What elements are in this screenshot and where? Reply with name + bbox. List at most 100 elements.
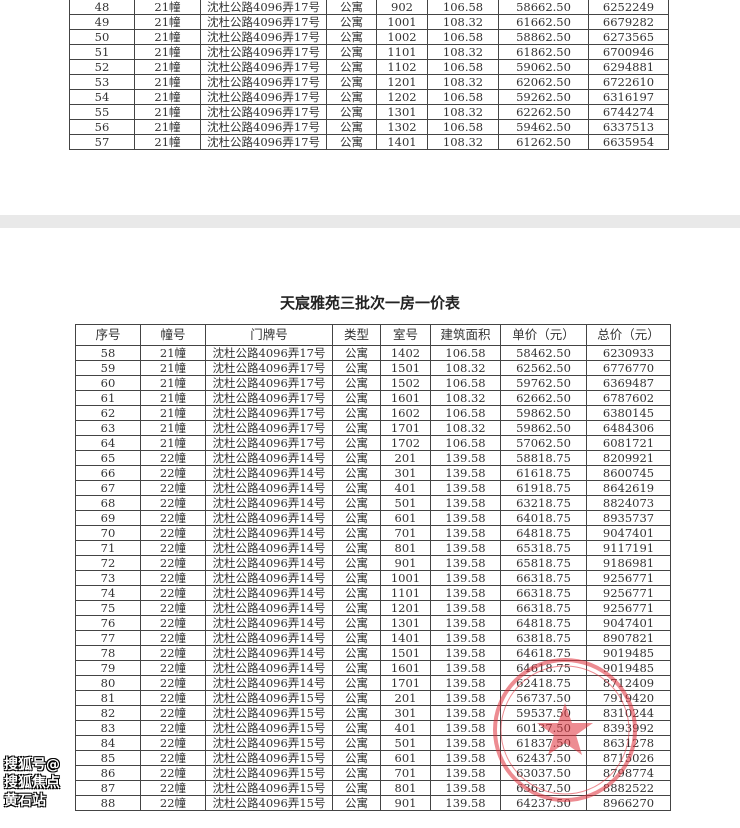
table-cell: 301 bbox=[380, 465, 431, 481]
table-cell: 21幢 bbox=[134, 119, 201, 135]
table-cell: 6679282 bbox=[588, 14, 669, 30]
table-cell: 58818.75 bbox=[500, 450, 587, 466]
table-cell: 公寓 bbox=[326, 0, 377, 15]
table-cell: 6744274 bbox=[588, 104, 669, 120]
table-cell: 201 bbox=[380, 450, 431, 466]
table-cell: 64618.75 bbox=[500, 660, 587, 676]
table-header-row: 序号 幢号 门牌号 类型 室号 建筑面积 单价（元） 总价（元） bbox=[75, 324, 671, 346]
table-cell: 8600745 bbox=[586, 465, 671, 481]
table-cell: 公寓 bbox=[332, 750, 381, 766]
table-cell: 公寓 bbox=[332, 465, 381, 481]
table-cell: 8907821 bbox=[586, 630, 671, 646]
table-cell: 22幢 bbox=[140, 480, 206, 496]
table-row: 58 21幢 沈杜公路4096弄17号 公寓 1402 106.58 58462.50 623… bbox=[75, 345, 671, 361]
table-row: 67 22幢 沈杜公路4096弄14号 公寓 401 139.58 61918.75 8642… bbox=[75, 480, 671, 496]
table-cell: 沈杜公路4096弄17号 bbox=[200, 44, 327, 60]
table-cell: 86 bbox=[75, 765, 141, 781]
table-cell: 62437.50 bbox=[500, 750, 587, 766]
table-cell: 901 bbox=[380, 795, 431, 811]
table-cell: 21幢 bbox=[140, 405, 206, 421]
table-cell: 22幢 bbox=[140, 540, 206, 556]
table-cell: 106.58 bbox=[430, 345, 501, 361]
table-cell: 108.32 bbox=[427, 44, 499, 60]
table-cell: 8642619 bbox=[586, 480, 671, 496]
table-cell: 公寓 bbox=[332, 510, 381, 526]
table-cell: 22幢 bbox=[140, 555, 206, 571]
table-cell: 57 bbox=[69, 134, 135, 150]
table-cell: 22幢 bbox=[140, 495, 206, 511]
table-cell: 沈杜公路4096弄15号 bbox=[205, 705, 333, 721]
table-row: 77 22幢 沈杜公路4096弄14号 公寓 1401 139.58 63818.75 890… bbox=[75, 630, 671, 646]
table-cell: 1001 bbox=[380, 570, 431, 586]
table-cell: 63818.75 bbox=[500, 630, 587, 646]
table-cell: 139.58 bbox=[430, 510, 501, 526]
table-cell: 83 bbox=[75, 720, 141, 736]
table-cell: 沈杜公路4096弄14号 bbox=[205, 465, 333, 481]
table-cell: 139.58 bbox=[430, 495, 501, 511]
table-row: 56 21幢 沈杜公路4096弄17号 公寓 1302 106.58 59462.50 633… bbox=[69, 119, 669, 135]
table-cell: 1301 bbox=[376, 104, 428, 120]
table-cell: 62418.75 bbox=[500, 675, 587, 691]
table-cell: 公寓 bbox=[332, 675, 381, 691]
table-cell: 公寓 bbox=[332, 390, 381, 406]
table-cell: 139.58 bbox=[430, 540, 501, 556]
table-cell: 1101 bbox=[380, 585, 431, 601]
table-cell: 6787602 bbox=[586, 390, 671, 406]
column-header: 幢号 bbox=[140, 324, 206, 346]
table-cell: 601 bbox=[380, 750, 431, 766]
table-cell: 72 bbox=[75, 555, 141, 571]
table-cell: 22幢 bbox=[140, 795, 206, 811]
table-cell: 1601 bbox=[380, 390, 431, 406]
table-cell: 21幢 bbox=[140, 360, 206, 376]
table-cell: 68 bbox=[75, 495, 141, 511]
table-cell: 63637.50 bbox=[500, 780, 587, 796]
table-cell: 沈杜公路4096弄15号 bbox=[205, 795, 333, 811]
table-cell: 61662.50 bbox=[498, 14, 589, 30]
table-cell: 沈杜公路4096弄15号 bbox=[205, 750, 333, 766]
table-cell: 9256771 bbox=[586, 585, 671, 601]
table-cell: 106.58 bbox=[427, 59, 499, 75]
table-cell: 108.32 bbox=[430, 420, 501, 436]
table-cell: 沈杜公路4096弄17号 bbox=[205, 360, 333, 376]
table-cell: 6776770 bbox=[586, 360, 671, 376]
table-cell: 1202 bbox=[376, 89, 428, 105]
table-row: 59 21幢 沈杜公路4096弄17号 公寓 1501 108.32 62562.50 677… bbox=[75, 360, 671, 376]
table-cell: 139.58 bbox=[430, 735, 501, 751]
table-cell: 108.32 bbox=[427, 104, 499, 120]
table-cell: 9047401 bbox=[586, 615, 671, 631]
table-cell: 公寓 bbox=[326, 74, 377, 90]
table-cell: 65318.75 bbox=[500, 540, 587, 556]
table-cell: 81 bbox=[75, 690, 141, 706]
table-cell: 沈杜公路4096弄14号 bbox=[205, 525, 333, 541]
table-cell: 1201 bbox=[376, 74, 428, 90]
table-row: 66 22幢 沈杜公路4096弄14号 公寓 301 139.58 61618.75 8600… bbox=[75, 465, 671, 481]
table-cell: 51 bbox=[69, 44, 135, 60]
table-cell: 9117191 bbox=[586, 540, 671, 556]
table-cell: 1301 bbox=[380, 615, 431, 631]
table-cell: 1501 bbox=[380, 360, 431, 376]
table-row: 57 21幢 沈杜公路4096弄17号 公寓 1401 108.32 61262.50 663… bbox=[69, 134, 669, 150]
table-cell: 108.32 bbox=[430, 360, 501, 376]
table-cell: 1501 bbox=[380, 645, 431, 661]
table-cell: 6273565 bbox=[588, 29, 669, 45]
table-cell: 沈杜公路4096弄17号 bbox=[205, 345, 333, 361]
table-cell: 22幢 bbox=[140, 510, 206, 526]
table-row: 73 22幢 沈杜公路4096弄14号 公寓 1001 139.58 66318.75 925… bbox=[75, 570, 671, 586]
table-row: 80 22幢 沈杜公路4096弄14号 公寓 1701 139.58 62418.75 871… bbox=[75, 675, 671, 691]
column-header: 门牌号 bbox=[205, 324, 333, 346]
table-cell: 22幢 bbox=[140, 645, 206, 661]
table-cell: 公寓 bbox=[326, 44, 377, 60]
table-cell: 公寓 bbox=[332, 405, 381, 421]
table-cell: 84 bbox=[75, 735, 141, 751]
table-cell: 22幢 bbox=[140, 780, 206, 796]
table-cell: 6230933 bbox=[586, 345, 671, 361]
table-cell: 沈杜公路4096弄17号 bbox=[200, 134, 327, 150]
table-cell: 701 bbox=[380, 765, 431, 781]
table-cell: 106.58 bbox=[430, 375, 501, 391]
table-cell: 61 bbox=[75, 390, 141, 406]
table-cell: 公寓 bbox=[332, 765, 381, 781]
table-cell: 沈杜公路4096弄14号 bbox=[205, 660, 333, 676]
table-cell: 88 bbox=[75, 795, 141, 811]
table-cell: 64818.75 bbox=[500, 615, 587, 631]
table-cell: 公寓 bbox=[332, 600, 381, 616]
